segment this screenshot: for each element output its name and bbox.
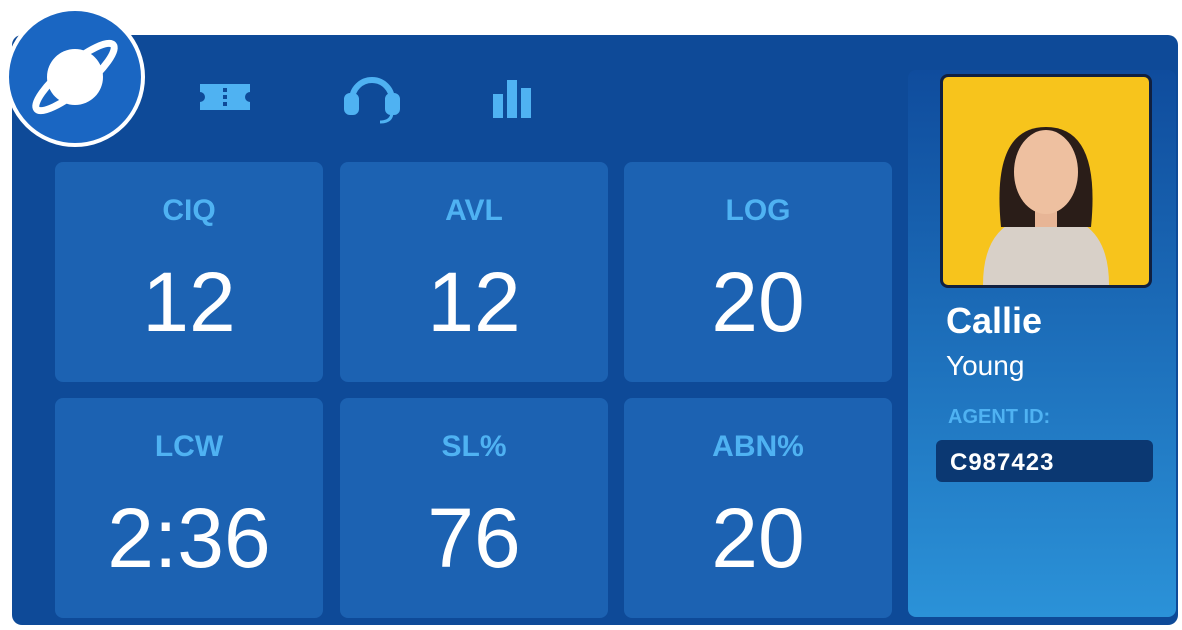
- agent-last-name: Young: [946, 350, 1024, 382]
- metric-value: 12: [340, 254, 608, 351]
- agent-id-box: C987423: [936, 440, 1153, 482]
- metric-tile: LCW 2:36: [55, 398, 323, 618]
- metric-value: 20: [624, 254, 892, 351]
- stats-icon[interactable]: [493, 80, 531, 118]
- metric-label: CIQ: [55, 194, 323, 228]
- agent-photo: [940, 74, 1152, 288]
- metric-tile: LOG 20: [624, 162, 892, 382]
- metric-value: 12: [55, 254, 323, 351]
- ticket-icon[interactable]: [200, 84, 250, 110]
- metric-value: 76: [340, 490, 608, 587]
- metric-label: LOG: [624, 194, 892, 228]
- agent-id: C987423: [950, 449, 1054, 477]
- metric-value: 20: [624, 490, 892, 587]
- metric-value: 2:36: [55, 490, 323, 587]
- headset-icon[interactable]: [347, 80, 397, 122]
- portrait: [943, 77, 1149, 285]
- metric-tile: ABN% 20: [624, 398, 892, 618]
- metric-label: AVL: [340, 194, 608, 228]
- page: CIQ 12 AVL 12 LOG 20 LCW 2:36 SL% 76 ABN% 20 Callie…: [0, 0, 1182, 630]
- metric-label: SL%: [340, 430, 608, 464]
- agent-first-name: Callie: [946, 300, 1042, 342]
- metric-tile: CIQ 12: [55, 162, 323, 382]
- metric-label: LCW: [55, 430, 323, 464]
- metric-label: ABN%: [624, 430, 892, 464]
- metric-tile: SL% 76: [340, 398, 608, 618]
- metric-tile: AVL 12: [340, 162, 608, 382]
- agent-id-label: AGENT ID:: [948, 406, 1050, 429]
